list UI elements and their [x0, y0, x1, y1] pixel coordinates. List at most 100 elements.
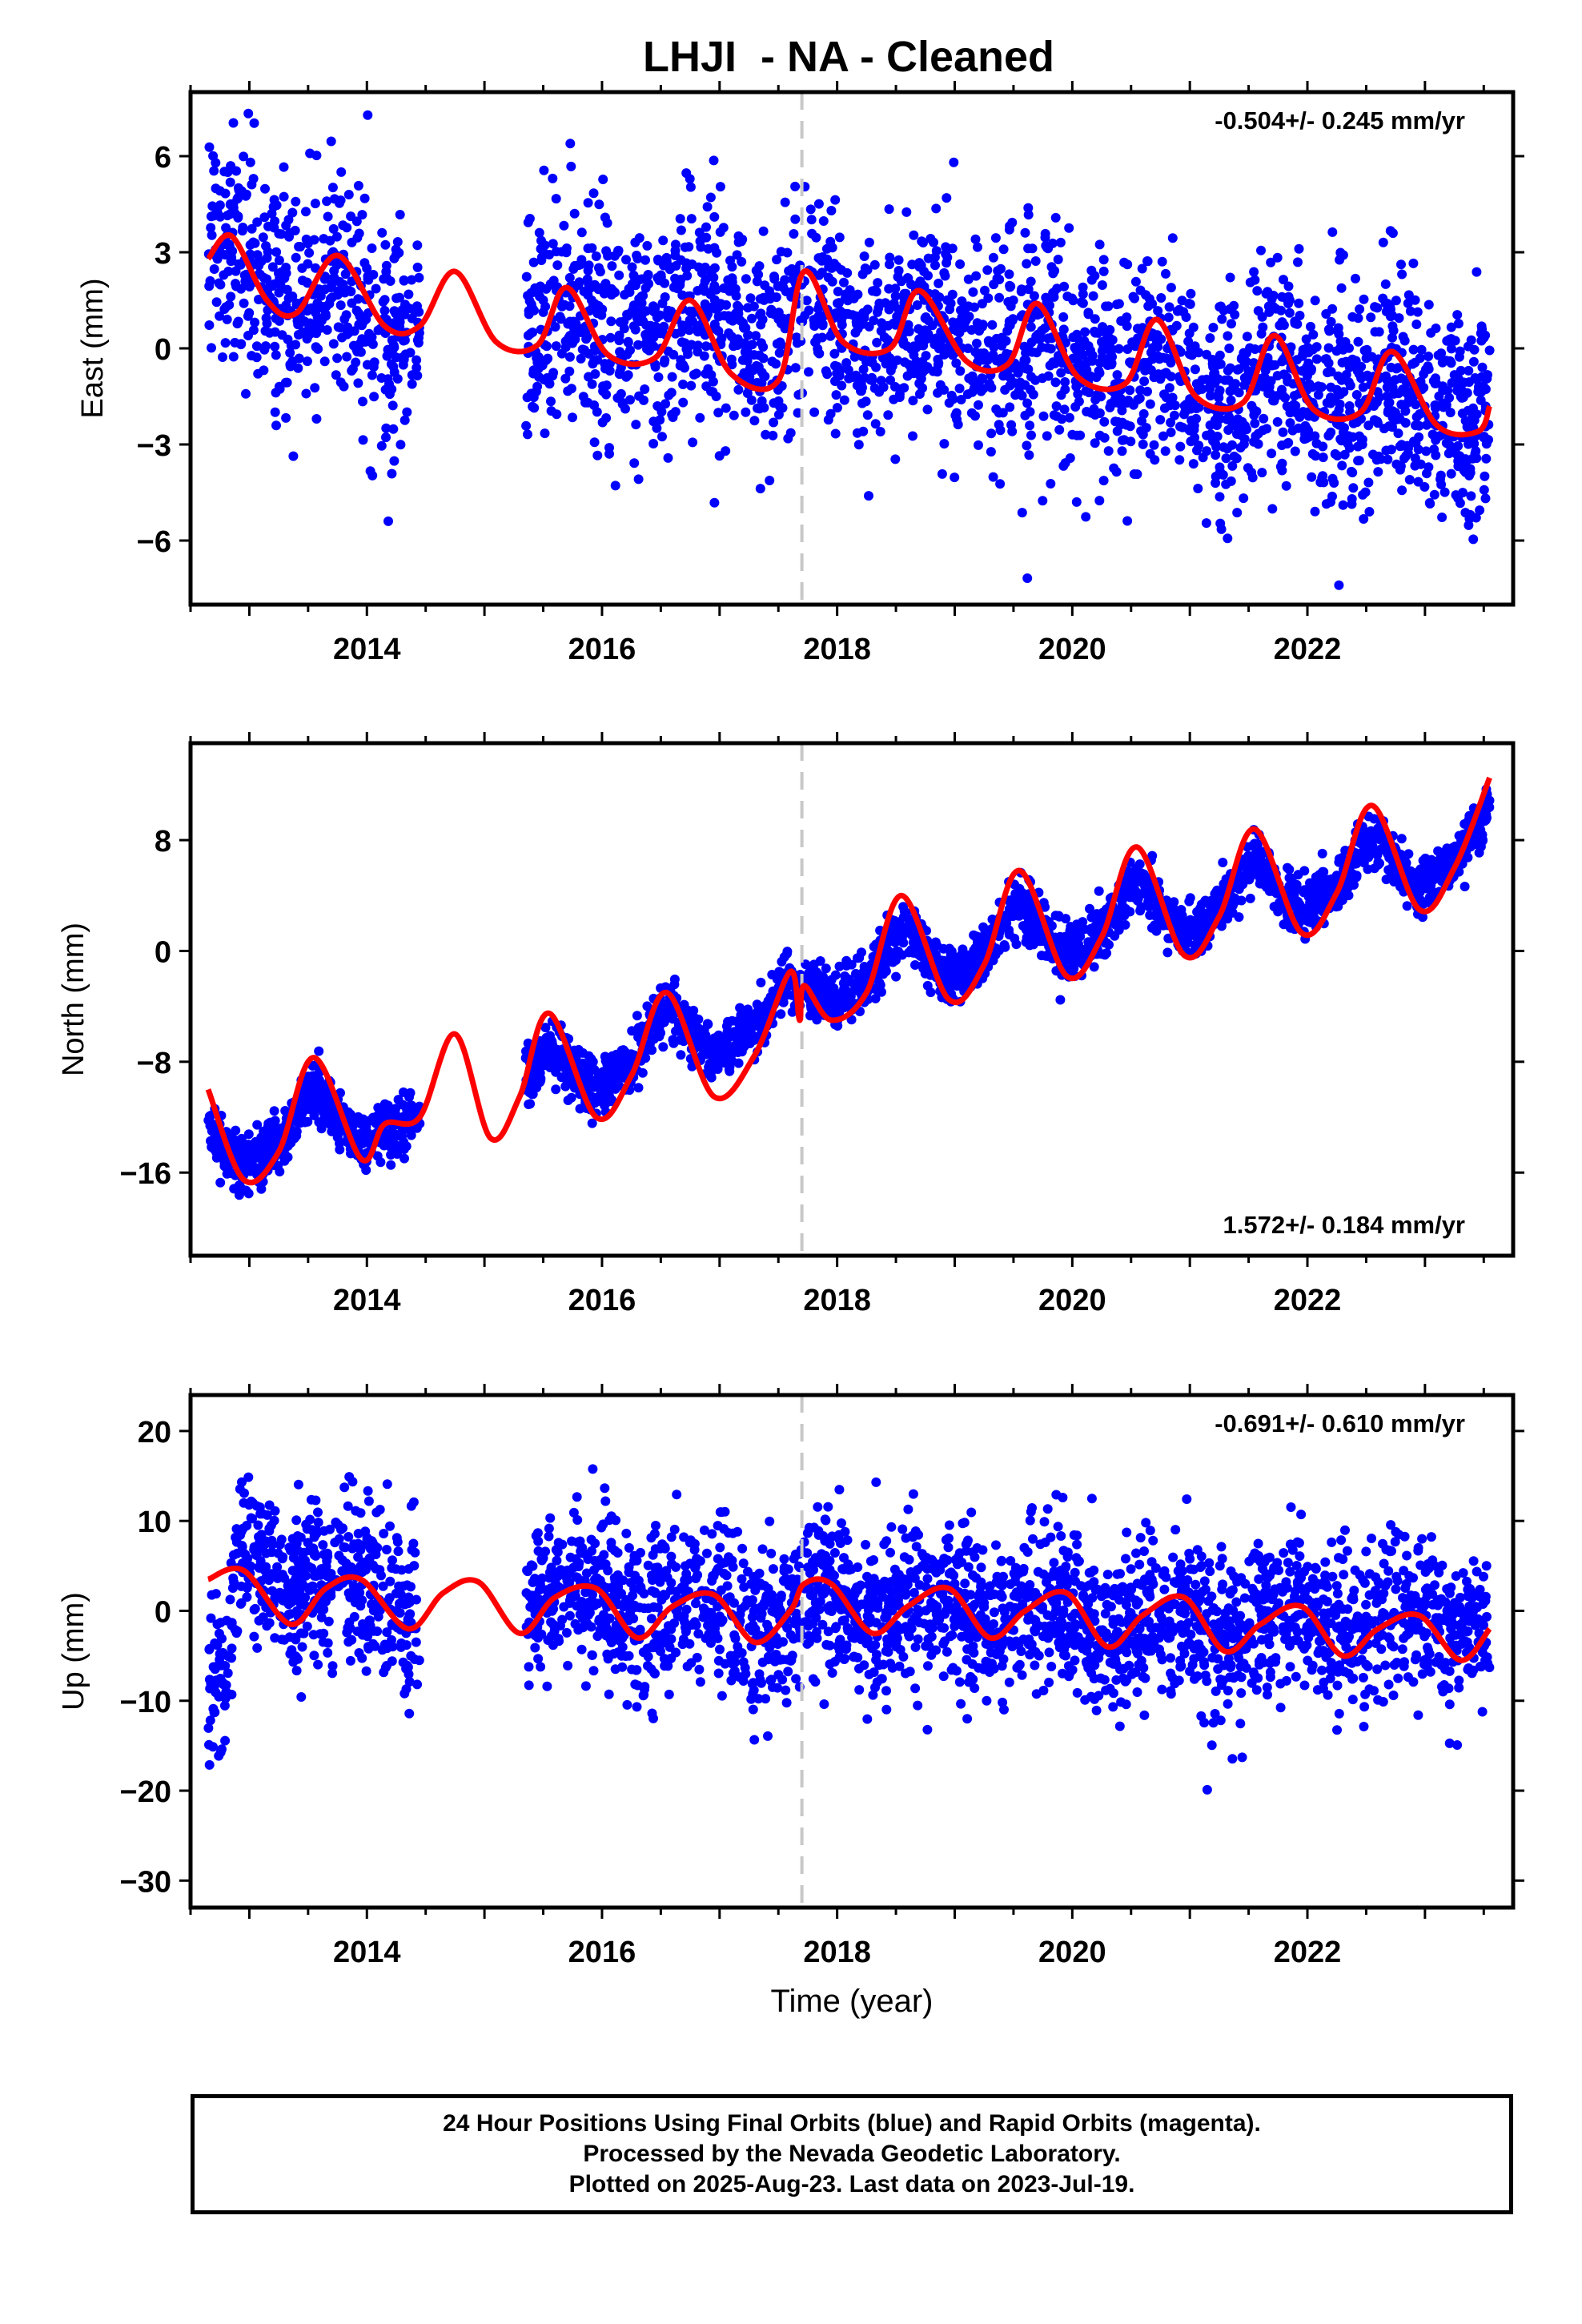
data-point [414, 272, 424, 283]
data-point [1050, 266, 1060, 276]
data-point [749, 365, 759, 376]
data-point [713, 303, 723, 313]
data-point [1053, 255, 1063, 264]
data-point [583, 198, 593, 208]
data-point [589, 400, 600, 410]
data-point [1423, 462, 1434, 472]
data-point [1380, 279, 1391, 289]
data-point [247, 351, 257, 361]
data-point [1416, 344, 1427, 355]
data-point [377, 227, 387, 238]
data-point [1464, 365, 1474, 376]
data-point [1411, 438, 1421, 448]
data-point [1107, 335, 1118, 345]
data-point [753, 403, 762, 413]
data-point [872, 337, 882, 348]
data-point [1020, 380, 1030, 390]
data-point [703, 364, 713, 374]
data-point [1318, 452, 1328, 463]
plot-area [203, 743, 1495, 1256]
data-point [291, 252, 301, 263]
data-point [974, 351, 984, 361]
data-point [774, 348, 785, 358]
data-point [381, 432, 391, 443]
data-point [594, 199, 604, 210]
data-point [384, 379, 394, 389]
data-point [1249, 410, 1259, 420]
data-point [367, 243, 377, 253]
data-point [314, 1046, 324, 1056]
data-point [1128, 400, 1138, 410]
data-point [1484, 345, 1495, 356]
data-point [601, 413, 612, 423]
data-point [389, 456, 400, 466]
data-point [858, 364, 869, 375]
data-point [963, 274, 974, 284]
data-point [641, 320, 652, 330]
data-point [211, 297, 222, 308]
data-point [970, 302, 979, 312]
data-point [661, 399, 671, 409]
data-point [632, 1011, 642, 1021]
data-point [1188, 322, 1199, 332]
data-point [890, 283, 901, 294]
data-point [766, 304, 777, 315]
data-point [364, 328, 374, 339]
data-point [1058, 324, 1069, 335]
daily-positions-series [203, 108, 1495, 590]
data-point [1098, 266, 1109, 276]
data-point [378, 296, 388, 307]
data-point [1004, 930, 1014, 940]
data-point [1049, 292, 1059, 302]
data-point [708, 376, 718, 387]
data-point [241, 1185, 251, 1196]
data-point [811, 232, 821, 243]
data-point [677, 290, 688, 300]
data-point [412, 371, 423, 380]
data-point [681, 263, 692, 274]
data-point [285, 361, 295, 372]
data-point [1097, 346, 1107, 356]
data-point [1283, 281, 1294, 292]
data-point [701, 222, 711, 232]
data-point [841, 358, 852, 368]
data-point [677, 337, 687, 348]
data-point [711, 392, 721, 401]
data-point [1313, 390, 1323, 400]
data-point [234, 185, 244, 195]
data-point [271, 420, 281, 431]
data-point [1105, 402, 1115, 412]
data-point [592, 450, 603, 460]
data-point [994, 408, 1004, 418]
data-point [607, 261, 617, 271]
data-point [223, 211, 233, 221]
data-point [1297, 366, 1307, 376]
data-point [368, 362, 379, 372]
data-point [756, 320, 766, 330]
data-point [769, 417, 779, 428]
data-point [215, 311, 225, 321]
data-point [1102, 938, 1112, 948]
data-point [399, 336, 408, 346]
data-point [335, 300, 346, 311]
data-point [1040, 228, 1050, 239]
data-point [636, 309, 647, 320]
data-point [563, 1096, 573, 1105]
data-point [523, 429, 532, 440]
data-point [995, 425, 1006, 436]
data-point [536, 255, 547, 265]
data-point [1041, 292, 1051, 303]
data-point [1078, 917, 1088, 927]
data-point [725, 255, 735, 266]
data-point [785, 428, 796, 438]
data-point [1253, 306, 1263, 316]
data-point [1266, 360, 1276, 369]
data-point [568, 412, 577, 423]
data-point [1050, 358, 1060, 368]
data-point [1082, 407, 1092, 416]
data-point [1137, 416, 1146, 426]
data-point [305, 148, 315, 159]
data-point [259, 212, 270, 223]
data-point [576, 259, 586, 270]
data-point [1266, 257, 1276, 267]
